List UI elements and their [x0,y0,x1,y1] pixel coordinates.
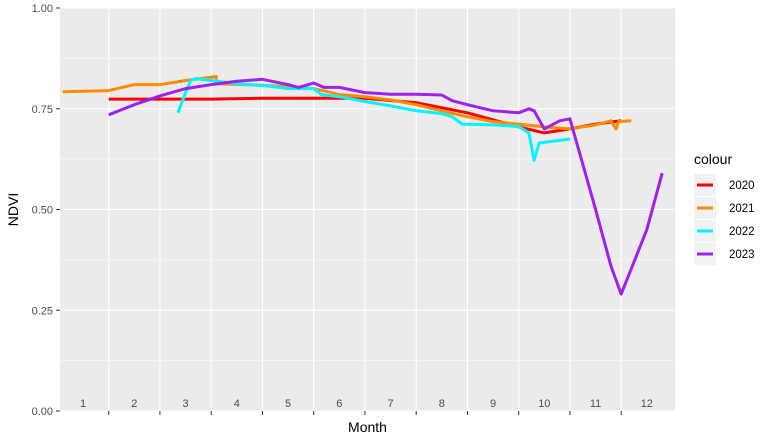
y-tick-label: 0.25 [32,305,53,317]
x-tick-label: 11 [590,398,601,410]
x-axis: 1 2 3 4 5 6 7 8 9 10 11 12 [80,398,653,415]
series-line-2022 [176,77,571,162]
y-tick-label: 0.50 [32,205,53,217]
x-tick-label: 8 [439,398,445,410]
y-tick-label: 0.00 [32,406,53,418]
legend-label-2020: 2020 [729,180,755,192]
legend-label-2021: 2021 [729,203,755,215]
x-tick-label: 2 [131,398,137,410]
legend: colour 2020 2021 2022 2023 [694,151,755,265]
x-tick-label: 7 [388,398,394,410]
y-tick-label: 0.75 [32,104,53,116]
x-axis-title: Month [348,419,387,435]
x-tick-label: 3 [183,398,189,410]
series-line-2023 [108,77,664,296]
legend-title: colour [694,151,732,167]
y-tick-label: 1.00 [32,3,53,15]
legend-label-2022: 2022 [729,226,755,238]
legend-label-2023: 2023 [729,249,755,261]
y-axis: 0.00 0.25 0.50 0.75 1.00 [32,3,60,418]
x-tick-label: 10 [538,398,550,410]
x-tick-label: 12 [641,398,653,410]
y-axis-title: NDVI [5,193,21,226]
grid-lines [60,7,675,412]
series-line-2021 [62,75,632,131]
x-tick-label: 9 [490,398,496,410]
x-tick-label: 5 [285,398,291,410]
x-tick-label: 4 [234,398,240,410]
series-lines [62,75,664,296]
x-tick-label: 1 [80,398,86,410]
x-tick-label: 6 [336,398,342,410]
